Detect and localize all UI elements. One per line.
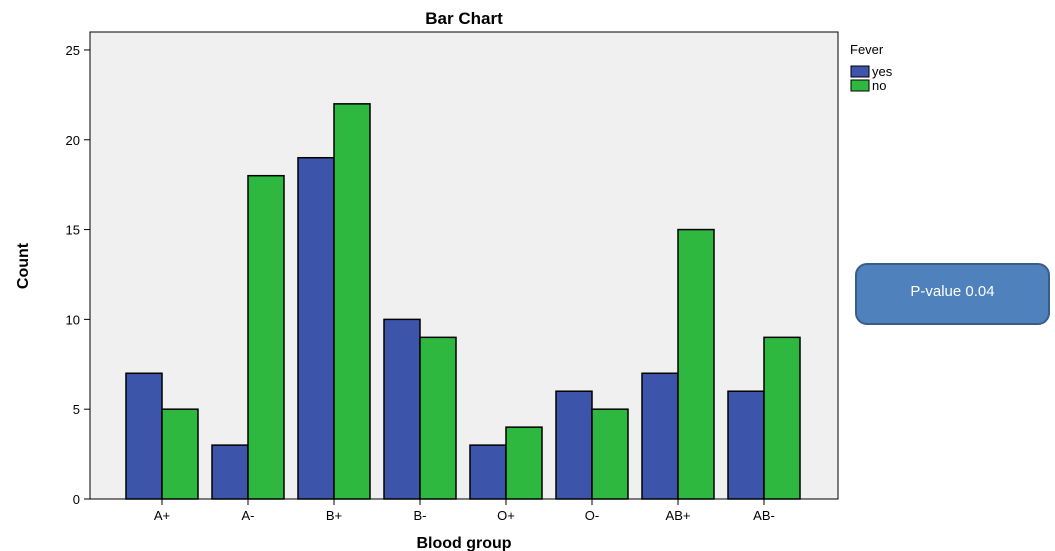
x-tick-label: AB-: [753, 508, 775, 523]
bar-yes-A-: [211, 444, 249, 500]
chart-title: Bar Chart: [425, 9, 503, 28]
bars: [125, 103, 801, 500]
p-value-text: P-value 0.04: [910, 283, 995, 300]
y-tick-label: 20: [66, 133, 80, 148]
bar-yes-O-: [555, 390, 593, 500]
bar-no-O-: [591, 408, 629, 500]
bar-no-B-: [419, 336, 457, 500]
y-axis: 0 5 10 15 20 25: [66, 43, 90, 507]
legend-label-no: no: [872, 78, 886, 93]
bar-no-O+: [505, 426, 543, 500]
bar-yes-B-: [383, 318, 421, 500]
y-axis-title: Count: [15, 242, 32, 289]
y-tick-label: 0: [73, 492, 80, 507]
bar-no-B+: [333, 103, 371, 500]
x-axis-title: Blood group: [416, 535, 511, 551]
bar-yes-AB-: [727, 390, 765, 500]
x-tick-label: A-: [242, 508, 255, 523]
legend-title: Fever: [850, 42, 884, 57]
x-axis: A+ A- B+ B- O+ O- AB+ AB-: [154, 499, 775, 523]
bar-yes-B+: [297, 156, 335, 500]
plot-area: [89, 31, 839, 500]
x-tick-label: A+: [154, 508, 170, 523]
bar-no-A+: [161, 408, 199, 500]
x-tick-label: B-: [414, 508, 427, 523]
legend-label-yes: yes: [872, 64, 893, 79]
bar-yes-A+: [125, 372, 163, 500]
bar-yes-O+: [469, 444, 507, 500]
x-tick-label: B+: [326, 508, 342, 523]
bar-yes-AB+: [641, 372, 679, 500]
p-value-callout: P-value 0.04: [855, 263, 1050, 325]
legend-swatch-yes: [850, 65, 870, 78]
x-tick-label: O+: [497, 508, 515, 523]
x-tick-label: AB+: [666, 508, 691, 523]
bar-no-A-: [247, 174, 285, 500]
y-tick-label: 5: [73, 402, 80, 417]
y-tick-label: 10: [66, 312, 80, 327]
x-tick-label: O-: [585, 508, 599, 523]
bar-no-AB-: [763, 336, 801, 500]
legend-swatch-no: [850, 79, 870, 92]
bar-no-AB+: [677, 228, 715, 500]
y-tick-label: 15: [66, 223, 80, 238]
y-tick-label: 25: [66, 43, 80, 58]
